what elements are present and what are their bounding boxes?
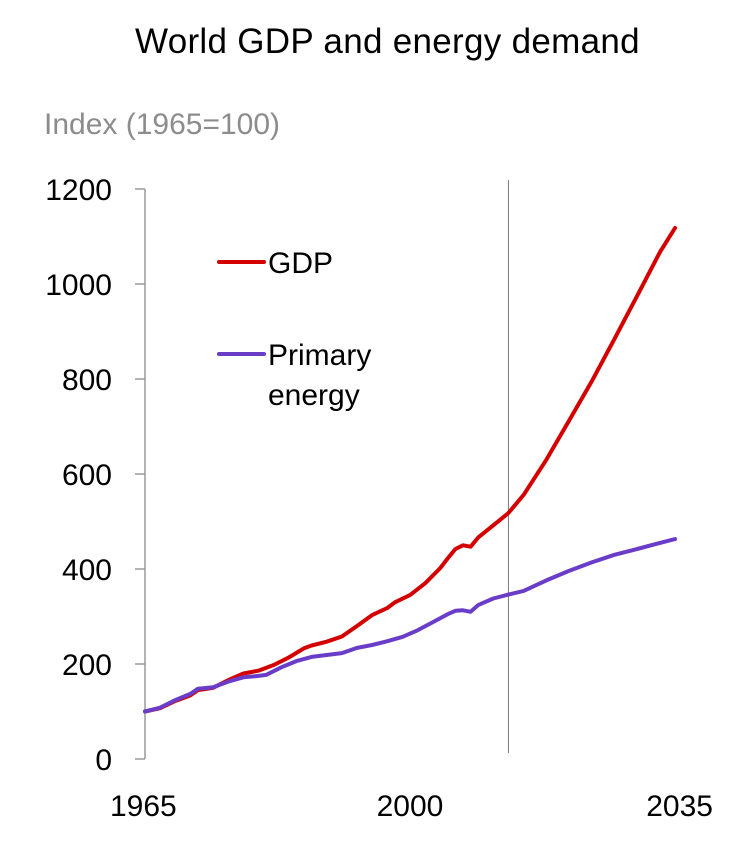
legend: GDP Primary energy	[217, 247, 371, 412]
axes: 0 200 400 600 800 1000 1200 1965 2000 2035	[45, 174, 713, 823]
x-tick-label: 2000	[377, 790, 444, 823]
y-tick-label: 400	[62, 554, 112, 587]
y-tick-label: 0	[95, 744, 112, 777]
y-tick-label: 1000	[45, 269, 112, 302]
x-tick-label: 1965	[110, 790, 177, 823]
series-layer	[143, 226, 677, 714]
legend-label-1: Primary energy	[268, 339, 371, 412]
legend-label-0: GDP	[268, 247, 333, 280]
y-tick-label: 1200	[45, 174, 112, 207]
series-line-0	[143, 226, 677, 714]
x-tick-label: 2035	[646, 790, 713, 823]
y-tick-label: 200	[62, 649, 112, 682]
y-tick-label: 600	[62, 459, 112, 492]
y-axis-label: Index (1965=100)	[44, 108, 281, 141]
y-tick-label: 800	[62, 364, 112, 397]
chart-title: World GDP and energy demand	[135, 22, 640, 61]
series-line-1	[143, 537, 677, 714]
